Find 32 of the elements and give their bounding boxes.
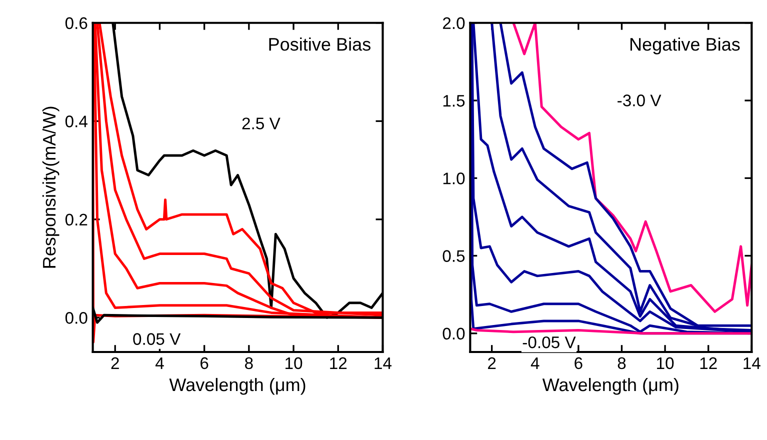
y-tick-label: 0.2 [65, 214, 88, 226]
x-tick-label: 6 [574, 357, 582, 370]
x-tick-label: 8 [618, 357, 626, 370]
x-axis-title: Wavelength (μm) [169, 378, 306, 395]
annotation: -0.05 V [522, 336, 576, 348]
annotation: 2.5 V [242, 118, 280, 130]
annotation: 0.05 V [133, 333, 181, 345]
annotation: -3.0 V [618, 94, 662, 106]
x-tick-label: 14 [744, 357, 760, 369]
x-tick-label: 4 [155, 357, 164, 369]
y-tick-label: 2.0 [442, 17, 465, 30]
x-tick-label: 2 [488, 357, 496, 369]
x-tick-label: 8 [245, 357, 253, 370]
x-tick-label: 14 [374, 357, 392, 369]
y-tick-label: 0.6 [65, 17, 88, 30]
x-tick-label: 10 [286, 357, 302, 370]
x-tick-label: 12 [330, 357, 347, 369]
y-tick-label: 0.0 [442, 328, 465, 340]
y-tick-label: 0.0 [65, 312, 88, 324]
annotation: Positive Bias [269, 38, 370, 51]
annotation: Negative Bias [630, 38, 740, 54]
x-tick-label: 6 [200, 357, 208, 370]
y-tick-label: 0.5 [442, 250, 465, 262]
y-axis-title: Responsivity(mA/W) [42, 106, 60, 268]
y-tick-label: 1.0 [443, 172, 465, 184]
x-tick-label: 10 [657, 357, 674, 370]
y-tick-label: 0.4 [65, 116, 88, 128]
x-tick-label: 12 [700, 357, 717, 369]
x-axis-title: Wavelength (μm) [542, 378, 678, 395]
x-tick-label: 4 [530, 357, 540, 369]
x-tick-label: 2 [111, 357, 119, 369]
y-tick-label: 1.5 [443, 95, 465, 107]
